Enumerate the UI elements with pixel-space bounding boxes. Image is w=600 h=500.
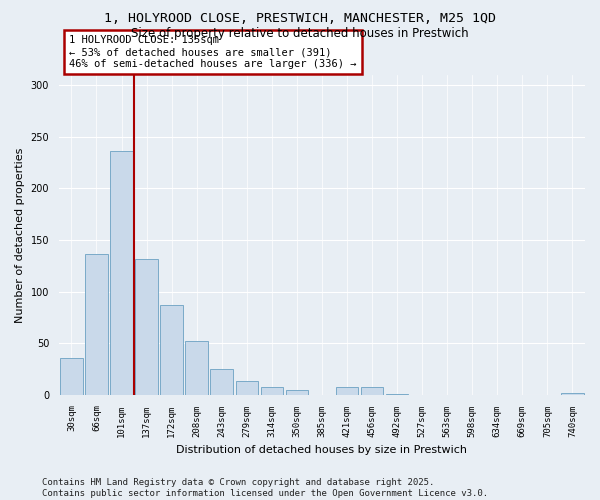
Bar <box>110 152 133 394</box>
Text: Size of property relative to detached houses in Prestwich: Size of property relative to detached ho… <box>131 28 469 40</box>
Bar <box>60 358 83 395</box>
Bar <box>136 258 158 394</box>
Bar <box>361 388 383 394</box>
Bar <box>211 369 233 394</box>
Text: 1 HOLYROOD CLOSE: 135sqm
← 53% of detached houses are smaller (391)
46% of semi-: 1 HOLYROOD CLOSE: 135sqm ← 53% of detach… <box>70 36 357 68</box>
X-axis label: Distribution of detached houses by size in Prestwich: Distribution of detached houses by size … <box>176 445 467 455</box>
Text: Contains HM Land Registry data © Crown copyright and database right 2025.
Contai: Contains HM Land Registry data © Crown c… <box>42 478 488 498</box>
Bar <box>561 392 584 394</box>
Y-axis label: Number of detached properties: Number of detached properties <box>15 147 25 322</box>
Bar <box>236 382 258 394</box>
Bar <box>336 388 358 394</box>
Bar <box>85 254 108 394</box>
Bar <box>286 390 308 394</box>
Text: 1, HOLYROOD CLOSE, PRESTWICH, MANCHESTER, M25 1QD: 1, HOLYROOD CLOSE, PRESTWICH, MANCHESTER… <box>104 12 496 26</box>
Bar <box>260 388 283 394</box>
Bar <box>185 341 208 394</box>
Bar <box>160 305 183 394</box>
